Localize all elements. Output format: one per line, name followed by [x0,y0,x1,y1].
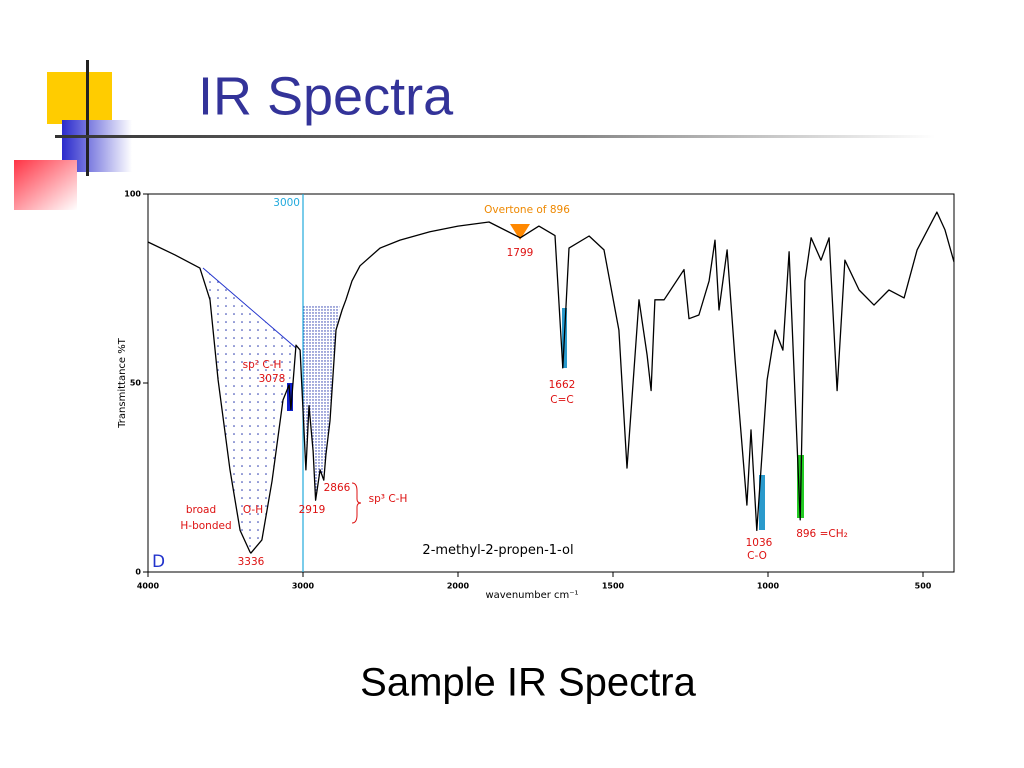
annotation: 1799 [507,247,534,259]
marker-label: 3000 [273,197,300,209]
annotation: 896 =CH₂ [796,528,848,540]
x-axis-label: wavenumber cm⁻¹ [485,590,578,601]
annotation: 1036 [746,537,773,549]
compound-name: 2-methyl-2-propen-1-ol [422,543,573,558]
annotation: C-O [747,550,767,562]
x-tick-label: 500 [915,582,932,591]
annotation: 3336 [238,556,265,568]
annotation: 2919 [299,504,326,516]
x-tick-label: 1000 [757,582,780,591]
brace [351,482,362,524]
spectrum-line [147,211,955,554]
slide-decoration [14,60,935,210]
chart: 0 50 100 4000 3000 2000 1500 1000 500 Transmittan… [117,190,955,601]
x-tick-label: 4000 [137,582,160,591]
x-tick-label: 2000 [447,582,470,591]
ch-shading [303,305,340,500]
annotation: C=C [550,394,573,406]
oh-shading [203,268,296,553]
caption: Sample IR Spectra [360,661,696,705]
peak-fill [759,475,765,530]
annotation: Overtone of 896 [484,204,570,216]
slide-title: IR Spectra [198,66,454,126]
annotation: H-bonded [180,520,231,532]
y-axis-label: Transmittance %T [117,337,128,429]
baseline-guide [202,267,297,349]
y-tick-label: 0 [135,568,141,577]
annotation: broad [186,504,216,516]
annotation: 2866 [324,482,351,494]
annotation: O-H [243,504,263,516]
panel-label: D [152,552,165,572]
y-tick-label: 100 [124,190,141,199]
annotation: sp² C-H [243,359,282,371]
annotation: 1662 [549,379,576,391]
x-tick-label: 1500 [602,582,625,591]
peak-fill [510,224,530,240]
x-tick-label: 3000 [292,582,315,591]
y-tick-label: 50 [130,379,142,388]
annotation: 3078 [259,373,286,385]
annotation: sp³ C-H [369,493,408,505]
